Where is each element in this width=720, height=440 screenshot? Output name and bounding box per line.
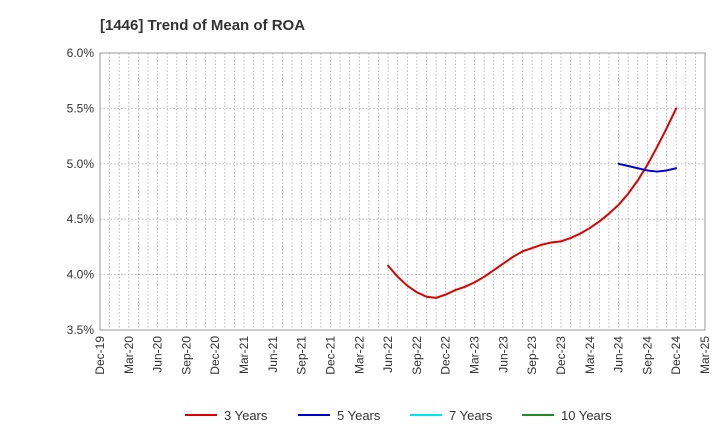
legend-label: 7 Years xyxy=(449,408,493,423)
x-tick-label: Mar-24 xyxy=(583,336,597,374)
chart-title: [1446] Trend of Mean of ROA xyxy=(100,17,305,34)
x-tick-label: Mar-20 xyxy=(122,336,136,374)
legend: 3 Years 5 Years 7 Years 10 Years xyxy=(185,408,612,423)
series-line-3-years xyxy=(387,107,678,299)
x-tick-label: Sep-24 xyxy=(640,336,654,375)
y-tick-label: 4.5% xyxy=(67,212,95,226)
y-tick-label: 5.5% xyxy=(67,101,95,115)
x-axis: Dec-19 Mar-20 Jun-20 Sep-20 Dec-20 Mar-21 Jun-… xyxy=(93,336,712,375)
x-tick-label: Jun-24 xyxy=(612,336,626,373)
x-tick-label: Sep-21 xyxy=(295,336,309,375)
x-tick-label: Dec-20 xyxy=(208,336,222,375)
y-tick-label: 6.0% xyxy=(67,46,95,60)
legend-label: 5 Years xyxy=(337,408,381,423)
x-tick-label: Dec-19 xyxy=(93,336,107,375)
plot-frame xyxy=(99,52,706,331)
x-tick-label: Mar-22 xyxy=(352,336,366,374)
series-layer xyxy=(387,107,678,299)
y-axis: 3.5% 4.0% 4.5% 5.0% 5.5% 6.0% xyxy=(67,46,95,337)
y-tick-label: 4.0% xyxy=(67,268,95,282)
x-tick-label: Jun-23 xyxy=(496,336,510,373)
legend-label: 10 Years xyxy=(561,408,612,423)
x-tick-label: Jun-22 xyxy=(381,336,395,373)
x-tick-label: Dec-21 xyxy=(323,336,337,375)
grid-lines xyxy=(100,53,705,330)
x-tick-label: Mar-23 xyxy=(468,336,482,374)
plot-area xyxy=(99,52,706,331)
x-tick-label: Mar-21 xyxy=(237,336,251,374)
y-tick-label: 5.0% xyxy=(67,157,95,171)
x-tick-label: Dec-23 xyxy=(554,336,568,375)
x-tick-label: Dec-22 xyxy=(439,336,453,375)
x-tick-label: Sep-20 xyxy=(179,336,193,375)
y-tick-label: 3.5% xyxy=(67,323,95,337)
x-tick-label: Jun-20 xyxy=(151,336,165,373)
x-tick-label: Mar-25 xyxy=(698,336,712,374)
x-tick-label: Sep-22 xyxy=(410,336,424,375)
x-tick-label: Sep-23 xyxy=(525,336,539,375)
x-tick-label: Dec-24 xyxy=(669,336,683,375)
x-tick-label: Jun-21 xyxy=(266,336,280,373)
legend-label: 3 Years xyxy=(224,408,268,423)
series-line-5-years xyxy=(617,162,678,173)
